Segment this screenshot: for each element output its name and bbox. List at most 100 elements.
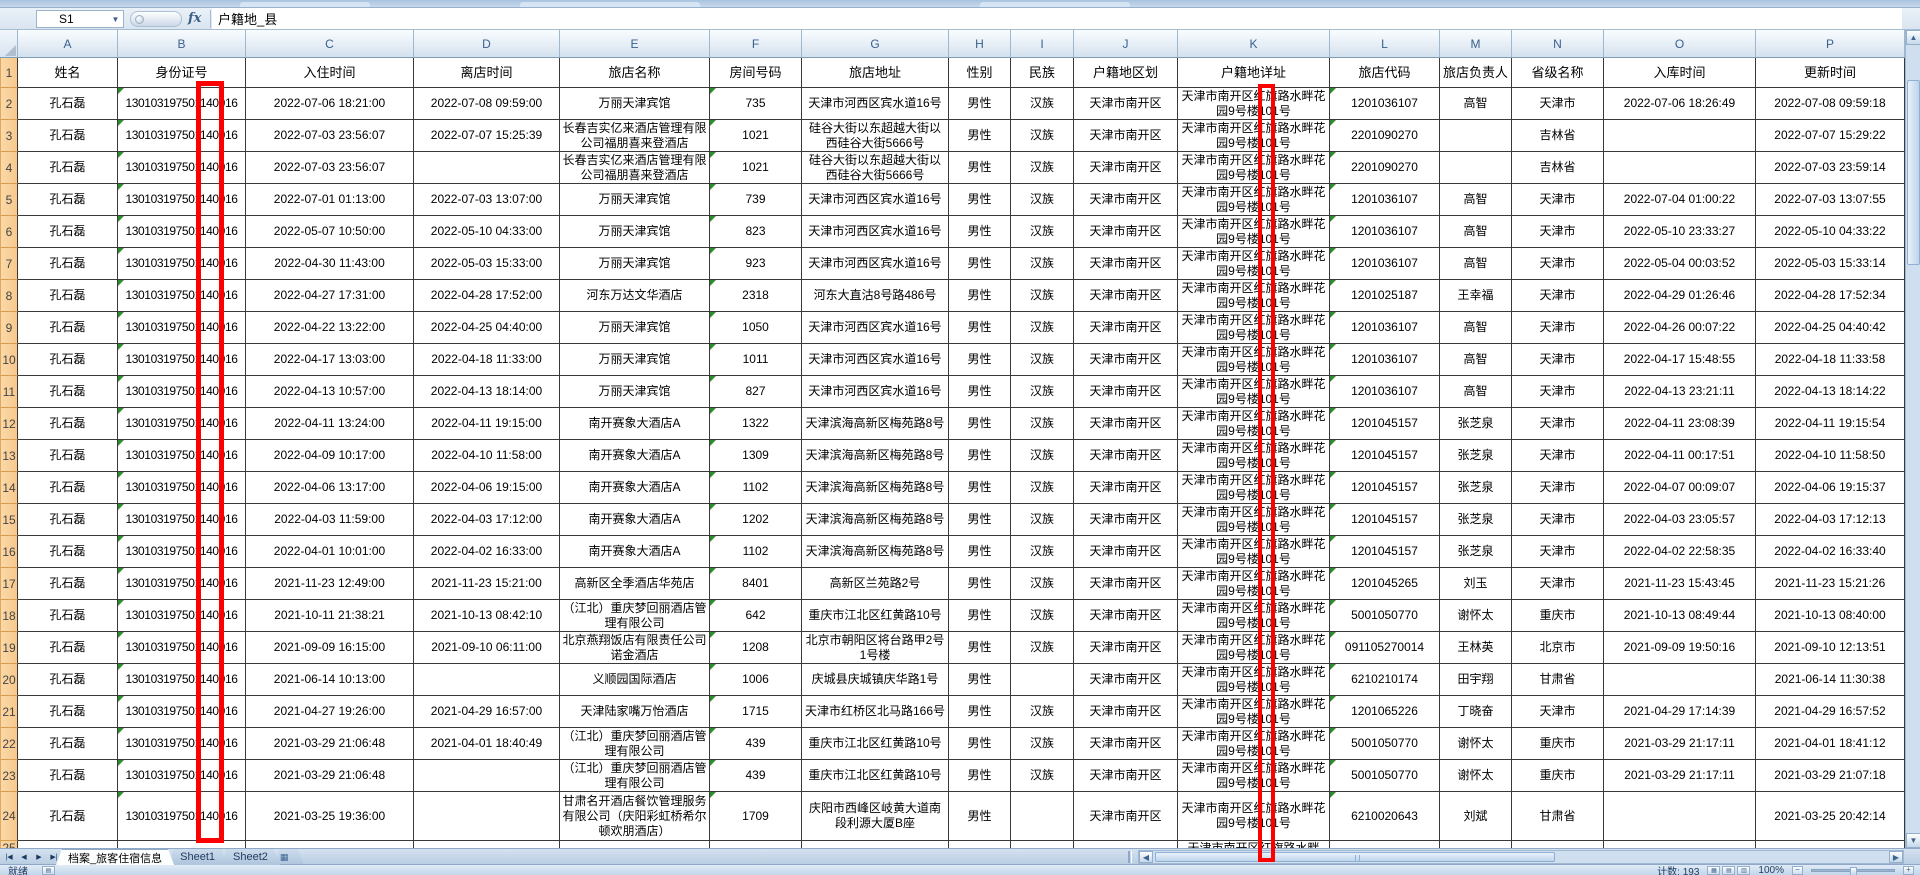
cell-M23[interactable]: 谢怀太 [1440,760,1512,792]
cell-C11[interactable]: 2022-04-13 10:57:00 [246,376,414,408]
cell-P18[interactable]: 2021-10-13 08:40:00 [1756,600,1905,632]
cell-J9[interactable]: 天津市南开区 [1074,312,1178,344]
sheet-tab-sheet2[interactable]: Sheet2 [221,849,280,865]
cell-C13[interactable]: 2022-04-09 10:17:00 [246,440,414,472]
cell-F13[interactable]: 1309 [710,440,802,472]
cell-J18[interactable]: 天津市南开区 [1074,600,1178,632]
cell-G5[interactable]: 天津市河西区宾水道16号 [802,184,949,216]
cell-N9[interactable]: 天津市 [1512,312,1604,344]
cell-C23[interactable]: 2021-03-29 21:06:48 [246,760,414,792]
cell-I2[interactable]: 汉族 [1011,88,1074,120]
row-header-18[interactable]: 18 [0,600,18,632]
cell-G15[interactable]: 天津滨海高新区梅苑路8号 [802,504,949,536]
cell-P17[interactable]: 2021-11-23 15:21:26 [1756,568,1905,600]
cell-E20[interactable]: 义顺园国际酒店 [560,664,710,696]
cell-E16[interactable]: 南开赛象大酒店A [560,536,710,568]
cell-D10[interactable]: 2022-04-18 11:33:00 [414,344,560,376]
cell-M8[interactable]: 王幸福 [1440,280,1512,312]
cell-G6[interactable]: 天津市河西区宾水道16号 [802,216,949,248]
next-sheet-icon[interactable]: ▶ [36,853,42,861]
column-header-K[interactable]: K [1178,30,1330,58]
cell-F17[interactable]: 8401 [710,568,802,600]
cell-L6[interactable]: 1201036107 [1330,216,1440,248]
cell-N11[interactable]: 天津市 [1512,376,1604,408]
cell-M21[interactable]: 丁晓奋 [1440,696,1512,728]
cell-P2[interactable]: 2022-07-08 09:59:18 [1756,88,1905,120]
cell-L3[interactable]: 2201090270 [1330,120,1440,152]
cell-G1[interactable]: 旅店地址 [802,58,949,88]
cell-G19[interactable]: 北京市朝阳区将台路甲2号1号楼 [802,632,949,664]
cell-B4[interactable]: 130103197501140016 [118,152,246,184]
cell-F12[interactable]: 1322 [710,408,802,440]
cell-F1[interactable]: 房间号码 [710,58,802,88]
row-header-12[interactable]: 12 [0,408,18,440]
cell-P20[interactable]: 2021-06-14 11:30:38 [1756,664,1905,696]
cell-N19[interactable]: 北京市 [1512,632,1604,664]
cell-E9[interactable]: 万丽天津宾馆 [560,312,710,344]
cell-C21[interactable]: 2021-04-27 19:26:00 [246,696,414,728]
cell-H2[interactable]: 男性 [949,88,1011,120]
cell-O1[interactable]: 入库时间 [1604,58,1756,88]
cell-C19[interactable]: 2021-09-09 16:15:00 [246,632,414,664]
cell-F21[interactable]: 1715 [710,696,802,728]
cell-O9[interactable]: 2022-04-26 00:07:22 [1604,312,1756,344]
cell-P6[interactable]: 2022-05-10 04:33:22 [1756,216,1905,248]
cell-B19[interactable]: 130103197501140016 [118,632,246,664]
cell-I12[interactable]: 汉族 [1011,408,1074,440]
row-header-2[interactable]: 2 [0,88,18,120]
cell-I24[interactable] [1011,792,1074,841]
cell-D6[interactable]: 2022-05-10 04:33:00 [414,216,560,248]
last-sheet-icon[interactable]: ▶| [50,853,58,861]
cell-O13[interactable]: 2022-04-11 00:17:51 [1604,440,1756,472]
cell-K9[interactable]: 天津市南开区红旗路水畔花园9号楼101号 [1178,312,1330,344]
cell-K13[interactable]: 天津市南开区红旗路水畔花园9号楼101号 [1178,440,1330,472]
cell-D14[interactable]: 2022-04-06 19:15:00 [414,472,560,504]
cell-L8[interactable]: 1201025187 [1330,280,1440,312]
insert-worksheet-icon[interactable]: ▦ [274,849,304,865]
row-header-11[interactable]: 11 [0,376,18,408]
cell-K4[interactable]: 天津市南开区红旗路水畔花园9号楼101号 [1178,152,1330,184]
cell-P4[interactable]: 2022-07-03 23:59:14 [1756,152,1905,184]
cell-G22[interactable]: 重庆市江北区红黄路10号 [802,728,949,760]
cell-H11[interactable]: 男性 [949,376,1011,408]
cell-L22[interactable]: 5001050770 [1330,728,1440,760]
cell-L17[interactable]: 1201045265 [1330,568,1440,600]
cell-A6[interactable]: 孔石磊 [18,216,118,248]
cell-N23[interactable]: 重庆市 [1512,760,1604,792]
cell-E23[interactable]: （江北）重庆梦回丽酒店管理有限公司 [560,760,710,792]
cell-G2[interactable]: 天津市河西区宾水道16号 [802,88,949,120]
cell-F8[interactable]: 2318 [710,280,802,312]
cell-P3[interactable]: 2022-07-07 15:29:22 [1756,120,1905,152]
cell-A24[interactable]: 孔石磊 [18,792,118,841]
cell-I15[interactable]: 汉族 [1011,504,1074,536]
cell-P7[interactable]: 2022-05-03 15:33:14 [1756,248,1905,280]
cell-E1[interactable]: 旅店名称 [560,58,710,88]
cell-A8[interactable]: 孔石磊 [18,280,118,312]
tab-splitter-handle[interactable] [1128,851,1132,863]
cell-G3[interactable]: 硅谷大街以东超越大街以西硅谷大街5666号 [802,120,949,152]
cell-G14[interactable]: 天津滨海高新区梅苑路8号 [802,472,949,504]
cell-J21[interactable]: 天津市南开区 [1074,696,1178,728]
cell-M5[interactable]: 高智 [1440,184,1512,216]
cell-O21[interactable]: 2021-04-29 17:14:39 [1604,696,1756,728]
cell-N10[interactable]: 天津市 [1512,344,1604,376]
column-header-P[interactable]: P [1756,30,1905,58]
cell-D13[interactable]: 2022-04-10 11:58:00 [414,440,560,472]
column-header-H[interactable]: H [949,30,1011,58]
cell-M9[interactable]: 高智 [1440,312,1512,344]
cell-A18[interactable]: 孔石磊 [18,600,118,632]
cell-K20[interactable]: 天津市南开区红旗路水畔花园9号楼101号 [1178,664,1330,696]
cell-N24[interactable]: 甘肃省 [1512,792,1604,841]
cell-L4[interactable]: 2201090270 [1330,152,1440,184]
row-header-13[interactable]: 13 [0,440,18,472]
cell-O17[interactable]: 2021-11-23 15:43:45 [1604,568,1756,600]
cell-K11[interactable]: 天津市南开区红旗路水畔花园9号楼101号 [1178,376,1330,408]
cell-N2[interactable]: 天津市 [1512,88,1604,120]
cell-E5[interactable]: 万丽天津宾馆 [560,184,710,216]
cell-K21[interactable]: 天津市南开区红旗路水畔花园9号楼101号 [1178,696,1330,728]
cell-O5[interactable]: 2022-07-04 01:00:22 [1604,184,1756,216]
cell-M14[interactable]: 张芝泉 [1440,472,1512,504]
cell-J5[interactable]: 天津市南开区 [1074,184,1178,216]
cell-P21[interactable]: 2021-04-29 16:57:52 [1756,696,1905,728]
cell-L9[interactable]: 1201036107 [1330,312,1440,344]
